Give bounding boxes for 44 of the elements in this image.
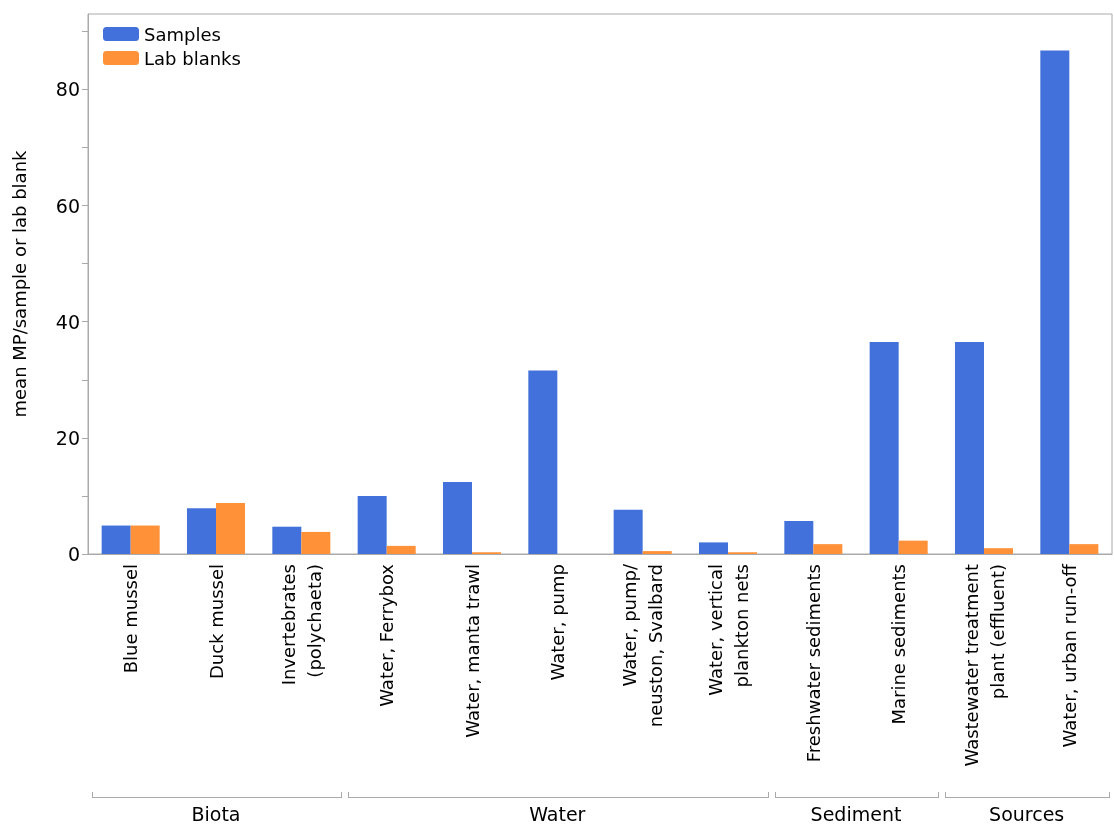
x-tick-label: Invertebrates (polychaeta) — [277, 564, 325, 686]
bar — [357, 495, 387, 554]
y-axis-title: mean MP/sample or lab blank — [8, 149, 30, 418]
bar — [216, 502, 246, 554]
bar — [869, 342, 899, 554]
bar — [442, 482, 472, 554]
legend-label: Lab blanks — [144, 47, 241, 69]
x-tick-label: Water, manta trawl — [461, 564, 483, 738]
x-tick-label: Duck mussel — [205, 564, 227, 680]
bar — [101, 525, 131, 554]
bar — [954, 342, 984, 554]
bar — [386, 545, 416, 554]
text: Water — [528, 803, 587, 825]
y-tick-label: 40 — [55, 310, 80, 333]
bar — [898, 540, 928, 554]
bar — [186, 508, 216, 554]
bar — [642, 551, 672, 554]
bar — [813, 544, 843, 554]
legend-label: Samples — [144, 23, 221, 45]
bar — [1069, 544, 1099, 554]
bar — [130, 525, 160, 554]
bar — [984, 548, 1014, 554]
bar — [272, 526, 302, 554]
text: Sources — [988, 803, 1066, 825]
bar — [1040, 50, 1070, 554]
bar — [784, 520, 814, 554]
x-tick-label: Marine sediments — [888, 564, 910, 725]
x-tick-label: Wastewater treatment plant (effluent) — [960, 564, 1008, 767]
x-tick-label: Water, pump/ neuston, Svalbard — [619, 563, 667, 728]
text: Sediment — [809, 803, 903, 825]
text: Biota — [190, 803, 242, 825]
x-tick-label: Blue mussel — [120, 564, 142, 674]
x-tick-label: Water, Ferrybox — [376, 563, 398, 707]
y-tick-label: 60 — [55, 194, 80, 217]
bar — [528, 370, 558, 554]
x-tick-label: Water, pump — [546, 564, 568, 681]
bar — [613, 509, 643, 554]
bar — [301, 531, 331, 554]
x-tick-label: Freshwater sediments — [802, 564, 824, 763]
y-tick-label: 20 — [55, 426, 80, 449]
y-tick-label: 0 — [67, 543, 80, 565]
x-tick-label: Water, urban run-off — [1058, 563, 1080, 748]
y-tick-label: 80 — [55, 78, 80, 101]
bar — [698, 542, 728, 554]
